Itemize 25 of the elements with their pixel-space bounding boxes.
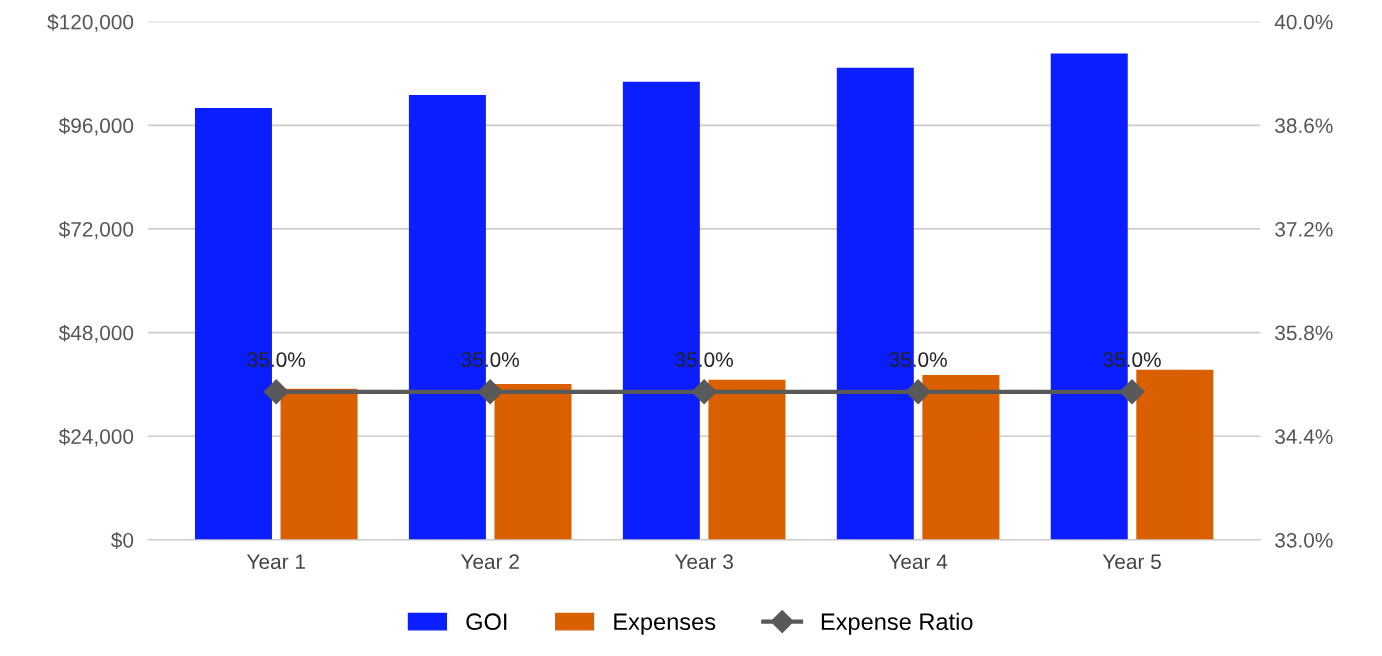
x-tick-label: Year 3 [674,554,733,570]
legend-label: GOI [466,613,507,631]
y2-tick-label: 40.0% [1274,14,1333,30]
x-tick-label: Year 4 [888,554,948,570]
bar [922,374,1000,540]
y-tick-label: $72,000 [58,221,134,240]
y-tick-label: $24,000 [58,428,134,447]
y-tick-label: $0 [111,532,134,549]
bar [280,388,358,540]
y-tick-label: $120,000 [47,13,134,32]
bar [708,379,786,540]
y-tick-label: $96,000 [58,117,134,136]
x-tick-label: Year 1 [246,554,305,570]
y2-tick-label: 33.0% [1275,532,1333,548]
legend-label: Expenses [614,613,716,635]
legend-label: Expense Ratio [821,612,973,635]
y2-tick-label: 37.2% [1275,221,1333,237]
y2-tick-label: 38.6% [1275,118,1333,134]
bar [494,383,572,540]
x-tick-label: Year 5 [1102,554,1161,570]
y2-tick-label: 35.8% [1275,325,1333,341]
y-tick-label: $48,000 [58,324,134,343]
bar [1136,369,1214,540]
y2-tick-label: 34.4% [1275,429,1333,444]
x-tick-label: Year 2 [460,554,519,570]
